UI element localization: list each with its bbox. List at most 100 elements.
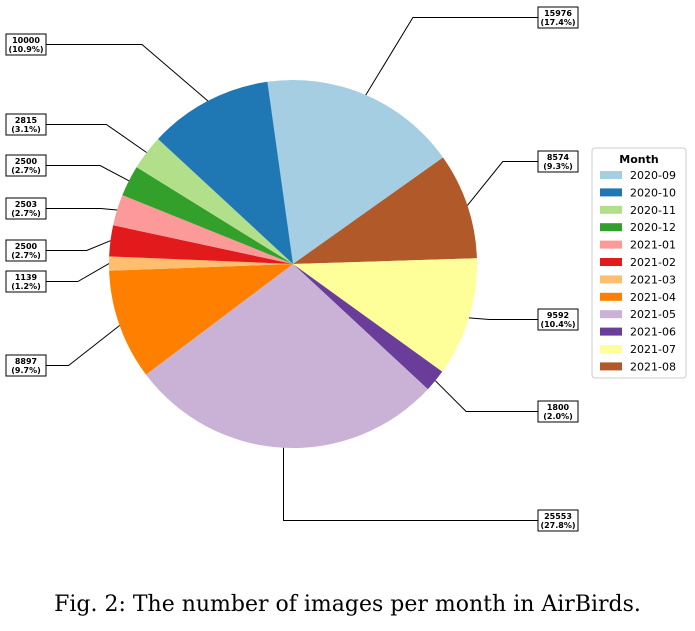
pie-slice-2021-01 <box>113 195 293 264</box>
legend-swatch <box>600 240 622 249</box>
legend-swatch <box>600 327 622 336</box>
legend-item-2021-07: 2021-07 <box>600 343 676 356</box>
legend-label: 2021-04 <box>630 291 676 304</box>
legend-label: 2020-12 <box>630 221 676 234</box>
slice-percent: (27.8%) <box>540 521 575 530</box>
leader-line-2020-09 <box>365 17 538 96</box>
leader-line-2021-07 <box>468 317 538 320</box>
legend-label: 2021-07 <box>630 343 676 356</box>
slice-value: 2815 <box>15 116 38 125</box>
legend-frame <box>591 147 687 379</box>
slice-percent: (2.0%) <box>543 412 573 421</box>
pie-slice-2020-10 <box>158 81 293 264</box>
slice-value: 2500 <box>15 157 38 166</box>
legend-label: 2020-10 <box>630 186 676 199</box>
slice-value: 8574 <box>547 153 570 162</box>
legend-label: 2021-06 <box>630 326 676 339</box>
legend-item-2021-06: 2021-06 <box>600 326 676 339</box>
slice-percent: (9.7%) <box>11 366 41 375</box>
label-box <box>537 308 579 331</box>
slice-label-2021-04: 8897(9.7%) <box>5 354 47 377</box>
slice-label-2021-02: 2500(2.7%) <box>5 239 47 262</box>
legend-swatch <box>600 362 622 371</box>
legend-title: Month <box>619 153 658 166</box>
pie-slice-2020-12 <box>122 167 294 264</box>
legend-label: 2021-05 <box>630 308 676 321</box>
pie-slice-2021-04 <box>109 264 294 375</box>
legend-item-2021-01: 2021-01 <box>600 239 676 252</box>
label-box <box>537 509 579 532</box>
legend-label: 2020-09 <box>630 169 676 182</box>
pie-slice-2021-03 <box>108 256 294 271</box>
label-box <box>5 239 47 262</box>
legend-swatch <box>600 171 622 179</box>
legend-item-2021-05: 2021-05 <box>600 308 676 321</box>
slice-value: 1139 <box>15 273 38 282</box>
slice-label-2020-11: 2815(3.1%) <box>5 113 47 136</box>
legend-item-2020-12: 2020-12 <box>600 221 676 234</box>
label-box <box>5 197 47 220</box>
slice-label-2020-10: 10000(10.9%) <box>5 33 47 56</box>
figure-caption: Fig. 2: The number of images per month i… <box>54 592 641 617</box>
legend-label: 2021-02 <box>630 256 676 269</box>
slice-percent: (10.9%) <box>8 45 43 54</box>
slice-percent: (9.3%) <box>543 162 573 171</box>
legend-swatch <box>600 345 622 353</box>
label-leaders <box>46 17 538 521</box>
pie-slice-2021-07 <box>293 258 477 372</box>
legend-swatch <box>600 205 622 214</box>
legend: Month 2020-09 2020-10 2020-11 2020-12 2021-01… <box>591 147 687 379</box>
slice-label-2021-03: 1139(1.2%) <box>5 270 47 293</box>
slice-value: 2503 <box>15 200 37 209</box>
slice-percent: (2.7%) <box>11 209 41 218</box>
pie-slice-2021-06 <box>293 264 443 390</box>
label-box <box>5 154 47 177</box>
leader-line-2021-01 <box>46 208 118 211</box>
slice-value: 1800 <box>547 403 570 412</box>
legend-label: 2021-08 <box>630 360 676 373</box>
slice-percent: (2.7%) <box>11 166 41 175</box>
slice-percent: (17.4%) <box>540 18 575 27</box>
label-box <box>5 33 47 56</box>
legend-item-2021-04: 2021-04 <box>600 291 676 304</box>
legend-item-2021-08: 2021-08 <box>600 360 676 373</box>
slice-labels: 15976(17.4%)8574(9.3%)9592(10.4%)1800(2.… <box>5 6 579 532</box>
leader-line-2020-10 <box>46 44 209 102</box>
slice-label-2020-09: 15976(17.4%) <box>537 6 579 29</box>
slice-value: 2500 <box>15 242 38 251</box>
pie-slice-2020-11 <box>136 138 293 264</box>
pie-slice-2021-02 <box>109 225 293 264</box>
legend-label: 2021-01 <box>630 239 676 252</box>
legend-swatch <box>600 310 622 319</box>
legend-swatch <box>600 275 622 284</box>
legend-swatch <box>600 258 622 266</box>
leader-line-2021-02 <box>46 240 111 251</box>
slice-value: 8897 <box>15 357 37 366</box>
legend-label: 2020-11 <box>630 204 676 217</box>
slice-label-2021-06: 1800(2.0%) <box>537 400 579 423</box>
pie-slices <box>108 79 477 448</box>
slice-label-2021-08: 8574(9.3%) <box>537 150 579 173</box>
slice-value: 10000 <box>12 36 40 45</box>
slice-value: 9592 <box>547 311 569 320</box>
legend-item-2020-10: 2020-10 <box>600 186 676 199</box>
pie-slice-2021-08 <box>293 157 477 264</box>
legend-item-2021-03: 2021-03 <box>600 273 676 286</box>
legend-item-2020-11: 2020-11 <box>600 204 676 217</box>
slice-percent: (2.7%) <box>11 251 41 260</box>
slice-percent: (10.4%) <box>540 320 575 329</box>
slice-percent: (1.2%) <box>11 282 41 291</box>
legend-swatch <box>600 223 622 232</box>
leader-line-2021-04 <box>46 325 120 366</box>
pie-slice-2021-05 <box>146 264 428 448</box>
legend-label: 2021-03 <box>630 273 676 286</box>
pie-slice-2020-09 <box>267 79 444 265</box>
leader-line-2021-08 <box>467 161 538 206</box>
slice-label-2021-05: 25553(27.8%) <box>537 509 579 532</box>
legend-swatch <box>600 188 622 197</box>
slice-percent: (3.1%) <box>11 125 41 134</box>
label-box <box>537 150 579 173</box>
leader-line-2020-11 <box>46 124 147 153</box>
label-box <box>5 113 47 136</box>
leader-line-2021-05 <box>283 447 538 521</box>
